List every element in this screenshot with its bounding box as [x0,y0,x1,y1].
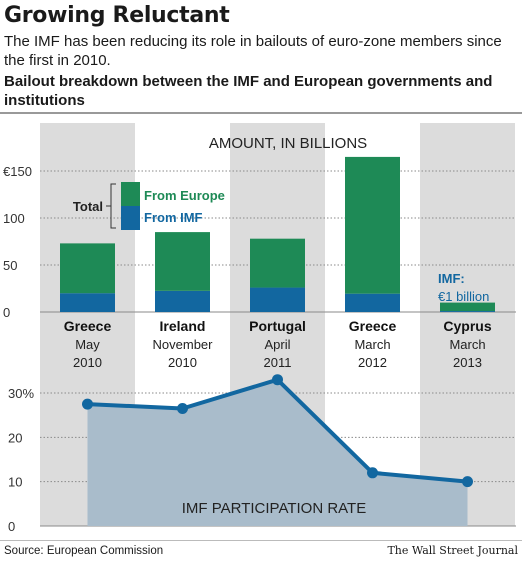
bar-europe [250,238,305,288]
legend-europe-label: From Europe [144,188,225,203]
area-chart-title: IMF PARTICIPATION RATE [182,500,366,517]
legend-swatch-europe [121,182,140,206]
area-y-tick-label: 0 [8,519,15,534]
annotation-label: IMF: [438,271,465,286]
area-y-tick-label: 30% [8,386,34,401]
source-note: Source: European Commission [4,545,164,557]
bar-imf [250,287,305,312]
category-country-label: Portugal [249,318,306,334]
category-year-label: 2013 [453,355,482,370]
bar-imf [60,293,115,312]
chart-title: Growing Reluctant [4,3,230,28]
bar-y-tick-label: €150 [3,164,32,179]
bar-y-tick-label: 100 [3,211,25,226]
participation-point [367,467,378,479]
bar-imf [440,311,495,312]
category-month-label: March [354,337,390,352]
participation-point [462,476,473,488]
category-country-label: Cyprus [443,318,491,334]
legend-total-label: Total [73,199,103,214]
bar-y-tick-label: 50 [3,258,17,273]
bar-imf [155,290,210,312]
category-year-label: 2012 [358,355,387,370]
category-month-label: November [153,337,214,352]
chart-heading: Bailout breakdown between the IMF and Eu… [4,73,493,109]
chart-subtitle: The IMF has been reducing its role in ba… [4,33,502,69]
header-divider [0,112,522,114]
category-country-label: Greece [349,318,397,334]
column-band [420,123,515,526]
annotation-value: €1 billion [438,289,489,304]
footer-divider [0,540,522,541]
legend-bracket [106,183,116,229]
area-y-tick-label: 20 [8,430,22,445]
legend-imf-label: From IMF [144,210,203,225]
category-month-label: April [264,337,290,352]
bar-chart-title: AMOUNT, IN BILLIONS [209,135,367,152]
bar-imf [345,293,400,312]
participation-area [87,379,468,526]
bar-europe [345,156,400,294]
bar-y-tick-label: 0 [3,305,10,320]
legend-swatch-imf [121,206,140,230]
participation-point [272,374,283,386]
header: Growing Reluctant The IMF has been reduc… [4,0,518,110]
publisher-credit: The Wall Street Journal [387,544,518,557]
bar-europe [155,232,210,291]
category-month-label: May [75,337,100,352]
category-year-label: 2011 [264,355,292,370]
bar-europe [440,302,495,312]
participation-point [177,403,188,415]
category-year-label: 2010 [73,355,102,370]
area-y-tick-label: 10 [8,475,22,490]
category-year-label: 2010 [168,355,197,370]
category-country-label: Ireland [160,318,206,334]
participation-point [82,398,93,410]
category-month-label: March [449,337,485,352]
bar-europe [60,243,115,294]
category-country-label: Greece [64,318,112,334]
